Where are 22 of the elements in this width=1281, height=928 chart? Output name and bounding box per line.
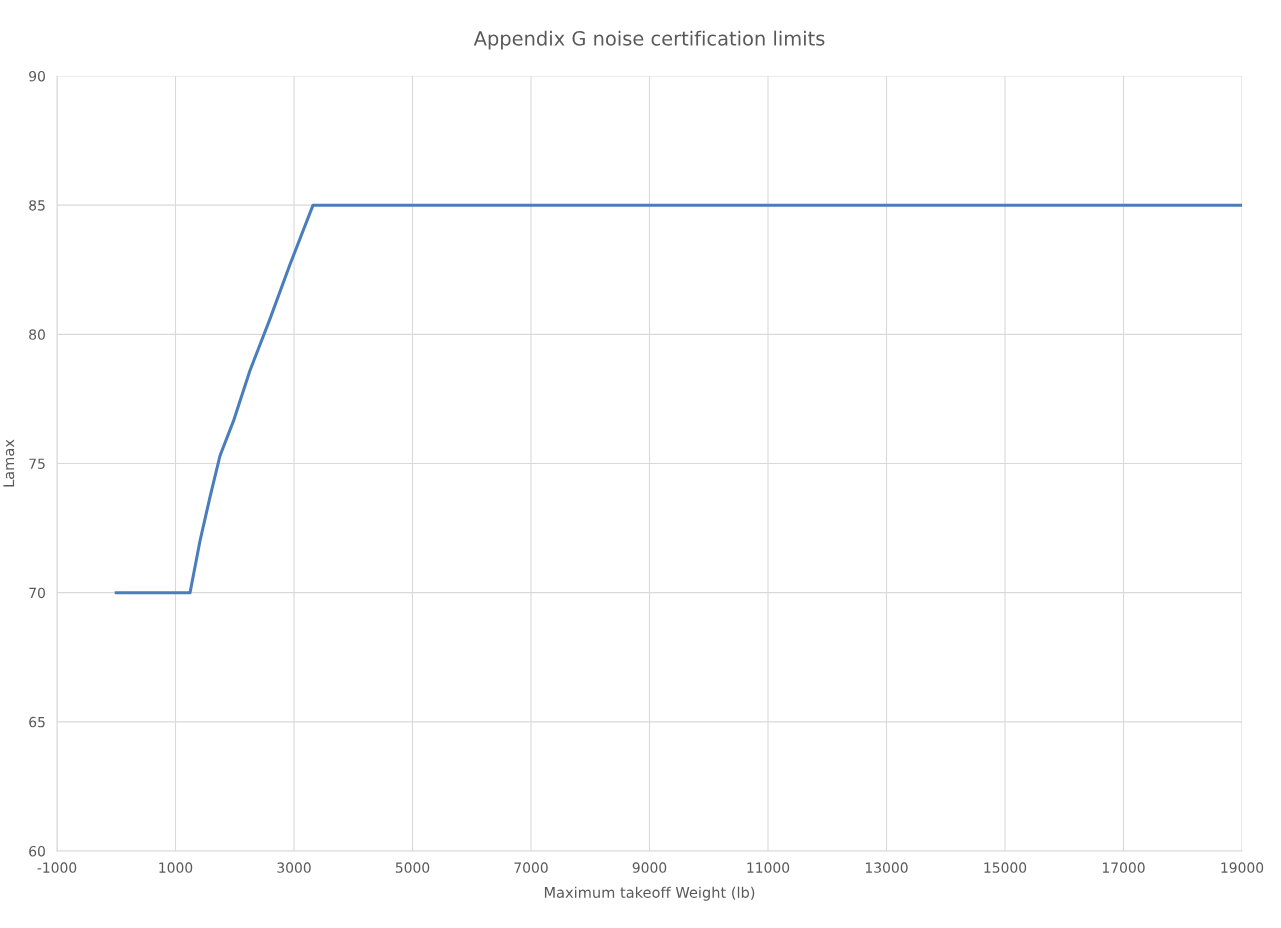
x-tick-label: 11000: [747, 862, 790, 873]
x-tick-label: 7000: [514, 862, 548, 873]
x-tick-label: -1000: [37, 862, 77, 873]
x-tick-label: 1000: [159, 862, 193, 873]
y-tick-label: 75: [29, 458, 45, 469]
y-tick-label: 85: [29, 200, 45, 211]
line-series: [114, 203, 1242, 595]
x-tick-label: 3000: [277, 862, 311, 873]
x-tick-label: 13000: [865, 862, 908, 873]
x-tick-label: 5000: [395, 862, 430, 873]
x-tick-label: 17000: [1102, 862, 1145, 873]
y-tick-label: 90: [29, 70, 45, 82]
x-tick-label: 19000: [1221, 862, 1264, 873]
y-tick-label: 65: [29, 716, 45, 728]
x-axis-title: Maximum takeoff Weight (lb): [544, 886, 755, 901]
y-tick-label: 80: [29, 329, 45, 340]
y-tick-label: 70: [29, 587, 45, 599]
x-tick-label: 9000: [632, 862, 667, 873]
y-axis-title: Lamax: [3, 439, 15, 487]
x-tick-label: 15000: [984, 862, 1027, 873]
y-tick-label: 60: [29, 845, 45, 857]
chart-title: Appendix G noise certification limits: [473, 30, 825, 50]
